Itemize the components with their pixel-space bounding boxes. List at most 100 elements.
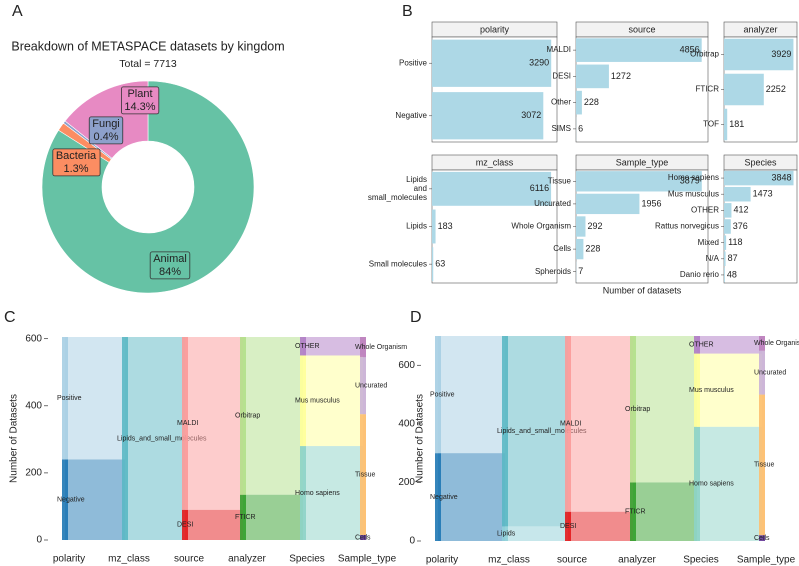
value-label: 412 [733,205,748,215]
stratum-label: Mus musculus [689,387,734,394]
flow-band [633,482,697,541]
stratum [62,459,68,540]
facet-title: Sample_type [616,157,669,167]
stratum-label: Whole Organism [355,344,407,351]
stratum [435,336,441,454]
flow-band [568,511,633,541]
bar [576,64,609,89]
stratum [435,453,441,541]
bar [576,171,702,192]
x-tick-label: mz_class [488,555,530,566]
value-label: 3929 [771,49,791,59]
slice-value: 14.3% [124,101,155,113]
flow-band [65,337,125,460]
stratum-label: Lipids [497,531,516,538]
y-tick-label: Mus musculus [668,189,719,198]
x-tick-label: polarity [53,554,85,565]
flow-band [568,336,633,512]
stratum [759,350,765,395]
flow-band [185,337,243,510]
slice-label: Fungi 0.4% [92,118,120,143]
stratum [630,336,636,483]
bar [724,267,725,283]
value-label: 7 [578,266,583,276]
panel-label: D [410,309,422,326]
y-tick-label: 0 [409,536,415,547]
y-tick-label: Lipids and small_molecules [368,175,427,202]
stratum [630,482,636,541]
stratum [694,426,700,541]
stratum-label: Uncurated [754,369,786,376]
flow-band [505,526,568,541]
y-tick-label: 600 [25,333,42,344]
stratum [240,494,246,540]
flow-band [438,453,505,541]
slice-label-box [120,86,160,115]
stratum [694,353,700,427]
y-tick-label: 200 [25,468,42,479]
slice-label: Plant 14.3% [124,88,155,113]
facet-title: Species [744,157,777,167]
stratum-label: OTHER [689,342,714,349]
x-tick-label: Sample_type [737,555,796,566]
stratum-label: Homo sapiens [689,481,734,488]
flow-band [697,426,762,541]
slice-label-box [88,116,124,145]
value-label: 4856 [680,45,700,55]
bar [724,235,727,250]
stratum [360,414,366,535]
value-label: 63 [435,259,445,269]
panel-label: B [402,3,413,20]
value-label: 228 [584,97,599,107]
chart-title: Breakdown of METASPACE datasets by kingd… [11,39,284,53]
stratum-label: MALDI [177,420,198,427]
y-tick-label: SIMS [551,124,571,133]
y-tick-label: Danio rerio [680,270,720,279]
bar [576,238,584,260]
bar [432,247,434,282]
y-tick-label: 200 [398,477,415,488]
x-tick-label: mz_class [108,554,150,565]
y-tick-label: Mixed [698,238,719,247]
y-tick-label: TOF [703,120,719,129]
y-tick-label: Homo sapiens [668,173,719,182]
bar [576,90,582,115]
panel-label: C [4,309,16,326]
bar [432,39,552,87]
stratum [62,337,68,460]
y-tick-label: Negative [395,111,427,120]
stratum [759,394,765,536]
stratum-label: Cells [754,535,770,542]
y-tick-label: MALDI [547,45,571,54]
bar [724,203,732,218]
bar [724,108,728,141]
stratum [300,446,306,540]
slice-value: 0.4% [93,131,118,143]
slice-name: Bacteria [56,150,97,162]
stratum-label: OTHER [295,343,320,350]
bar [432,171,552,206]
bar [724,38,794,71]
y-tick-label: Positive [399,58,428,67]
value-label: 292 [587,221,602,231]
stratum-label: MALDI [560,421,581,428]
y-tick-label: Orbitrap [690,50,719,59]
flow-band [65,459,125,540]
y-tick-label: FTICR [695,85,719,94]
stratum-label: Lipids_and_small_molecules [117,435,207,442]
flow-band [185,509,243,540]
stratum [360,357,366,415]
stratum-label: Tissue [754,462,774,469]
stratum-label: DESI [177,522,193,529]
stratum [182,509,188,540]
bar [576,193,640,215]
facet-title: polarity [480,24,510,34]
x-tick-label: Species [289,554,325,565]
slice-label: Bacteria 1.3% [56,150,97,175]
value-label: 3072 [521,110,541,120]
value-label: 181 [729,119,744,129]
value-label: 1956 [641,198,661,208]
stratum-label: Positive [57,395,82,402]
